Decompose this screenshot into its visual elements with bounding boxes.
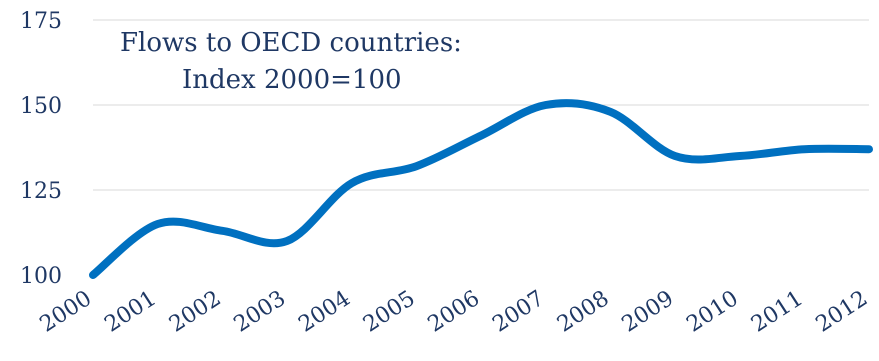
y-tick-label: 125: [20, 179, 62, 204]
y-tick-label: 150: [20, 94, 62, 119]
y-tick-label: 175: [20, 9, 62, 34]
x-tick-label: 2007: [488, 286, 549, 337]
gridlines: [93, 19, 869, 191]
x-tick-label: 2006: [424, 286, 485, 337]
x-tick-label: 2004: [294, 286, 355, 337]
x-tick-label: 2000: [36, 286, 97, 337]
series-layer: [89, 99, 873, 279]
chart-title-line-2: Index 2000=100: [182, 65, 402, 95]
x-tick-label: 2010: [682, 286, 743, 337]
x-tick-label: 2005: [359, 286, 420, 337]
chart-title: Flows to OECD countries: Index 2000=100: [120, 28, 462, 95]
x-axis-ticks: 2000 2001 2002 2003 2004 2005 2006 2007 2008 2009…: [36, 286, 873, 337]
x-tick-label: 2001: [100, 286, 161, 337]
x-tick-label: 2002: [165, 286, 226, 337]
y-tick-label: 100: [20, 264, 62, 289]
x-tick-label: 2011: [747, 286, 808, 337]
chart-title-line-1: Flows to OECD countries:: [120, 28, 462, 58]
series-line: [89, 99, 873, 279]
y-axis-ticks: 100 125 150 175: [20, 9, 62, 289]
x-tick-label: 2012: [812, 286, 873, 337]
x-tick-label: 2003: [230, 286, 291, 337]
x-tick-label: 2009: [618, 286, 679, 337]
x-tick-label: 2008: [553, 286, 614, 337]
